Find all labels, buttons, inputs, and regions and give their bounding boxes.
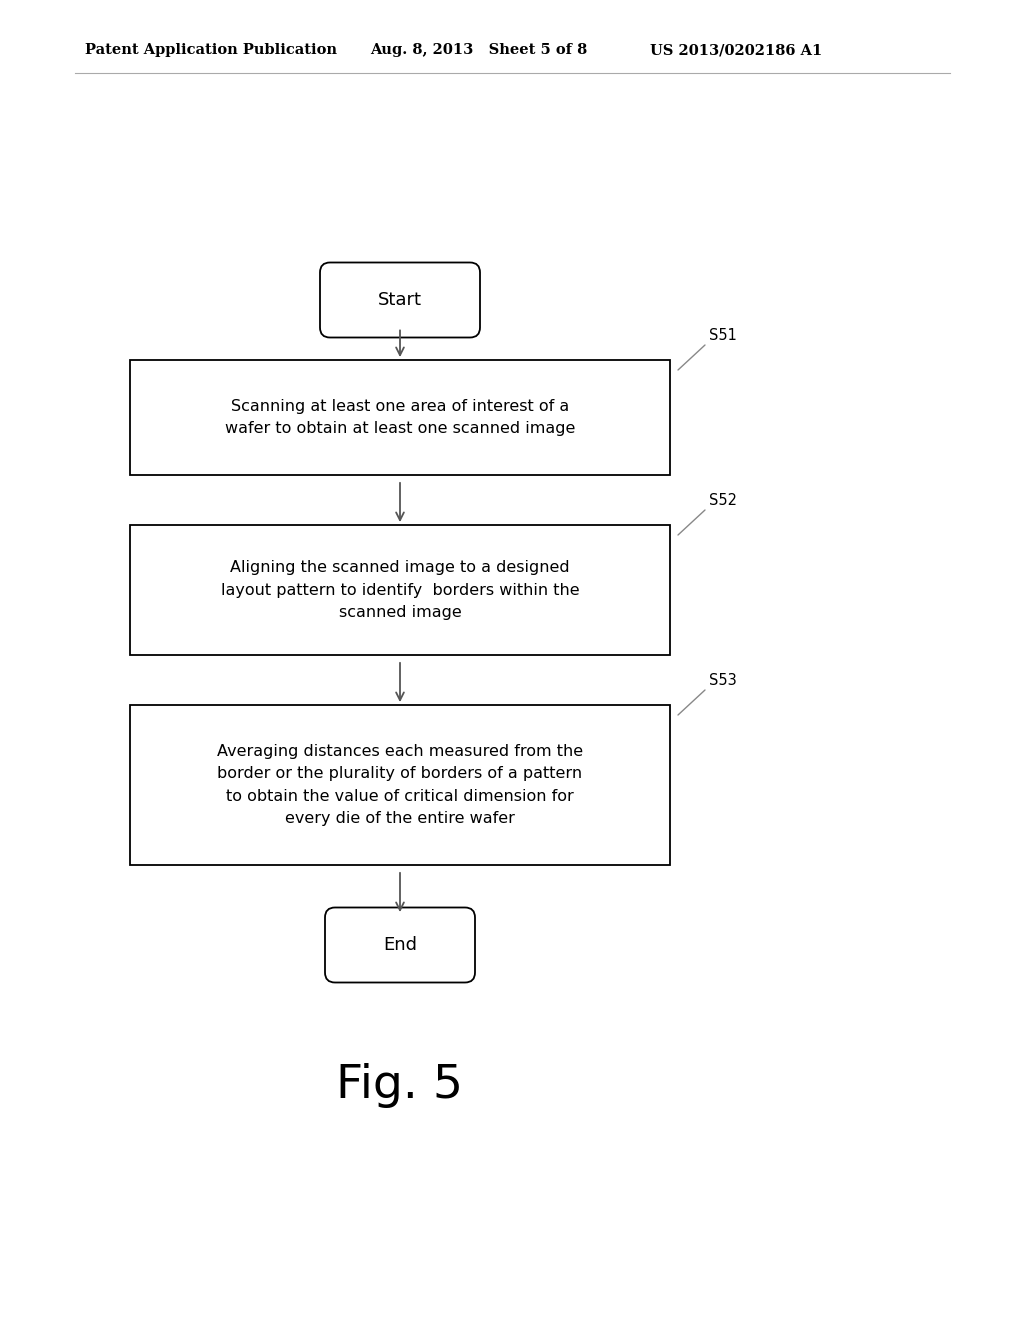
- Text: Aug. 8, 2013   Sheet 5 of 8: Aug. 8, 2013 Sheet 5 of 8: [370, 44, 587, 57]
- Text: Scanning at least one area of interest of a
wafer to obtain at least one scanned: Scanning at least one area of interest o…: [225, 399, 575, 436]
- Text: Start: Start: [378, 290, 422, 309]
- Text: US 2013/0202186 A1: US 2013/0202186 A1: [650, 44, 822, 57]
- FancyBboxPatch shape: [319, 263, 480, 338]
- Text: S51: S51: [709, 327, 737, 343]
- FancyBboxPatch shape: [130, 525, 670, 655]
- Text: End: End: [383, 936, 417, 954]
- Text: Fig. 5: Fig. 5: [337, 1063, 464, 1107]
- Text: Aligning the scanned image to a designed
layout pattern to identify  borders wit: Aligning the scanned image to a designed…: [221, 560, 580, 619]
- FancyBboxPatch shape: [130, 705, 670, 865]
- FancyBboxPatch shape: [325, 908, 475, 982]
- FancyBboxPatch shape: [130, 360, 670, 475]
- Text: S53: S53: [709, 673, 736, 688]
- Text: S52: S52: [709, 492, 737, 508]
- Text: Averaging distances each measured from the
border or the plurality of borders of: Averaging distances each measured from t…: [217, 744, 583, 826]
- Text: Patent Application Publication: Patent Application Publication: [85, 44, 337, 57]
